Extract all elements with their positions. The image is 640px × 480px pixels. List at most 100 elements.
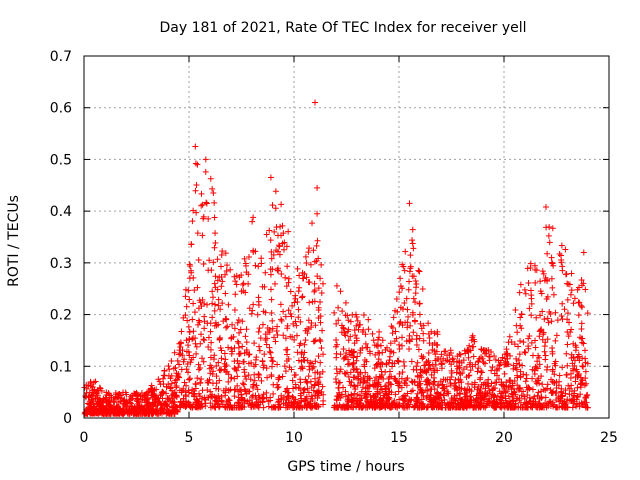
data-point [280, 332, 287, 339]
x-tick-labels: 0 5 10 15 20 25 [80, 430, 618, 446]
data-point [353, 335, 360, 342]
data-point [123, 406, 130, 413]
data-point [360, 379, 367, 386]
data-point [492, 379, 499, 386]
data-point [564, 341, 571, 348]
data-point [360, 311, 367, 318]
data-point [388, 389, 395, 396]
data-point [194, 230, 201, 237]
data-point [582, 368, 589, 375]
data-point [526, 333, 533, 340]
data-point [554, 404, 561, 411]
data-point [453, 363, 460, 370]
data-point [428, 371, 435, 378]
data-point [407, 322, 414, 329]
data-point [521, 393, 528, 400]
data-point [310, 247, 317, 254]
data-point [179, 347, 186, 354]
data-point [501, 361, 508, 368]
data-point [222, 389, 229, 396]
data-point [199, 355, 206, 362]
data-point [544, 250, 551, 257]
data-point [373, 361, 380, 368]
data-point [307, 261, 314, 268]
data-point [545, 232, 552, 239]
data-point [452, 383, 459, 390]
data-point [485, 376, 492, 383]
data-point [275, 265, 282, 272]
data-point [474, 386, 481, 393]
data-point [148, 382, 155, 389]
data-point [153, 386, 160, 393]
data-point [269, 202, 276, 209]
data-point [309, 403, 316, 410]
data-point [266, 227, 273, 234]
data-point [205, 267, 212, 274]
data-point [553, 378, 560, 385]
data-point [193, 182, 200, 189]
data-point [295, 403, 302, 410]
data-point [497, 393, 504, 400]
data-point [341, 370, 348, 377]
data-point [234, 382, 241, 389]
data-point [221, 403, 228, 410]
data-point [397, 275, 404, 282]
data-point [281, 394, 288, 401]
data-point [378, 368, 385, 375]
data-point [159, 408, 166, 415]
data-point [355, 400, 362, 407]
data-point [478, 346, 485, 353]
data-point [211, 244, 218, 251]
data-point [318, 290, 325, 297]
data-point [132, 391, 139, 398]
data-point [209, 288, 216, 295]
data-point [559, 316, 566, 323]
data-point [201, 325, 208, 332]
data-point [168, 357, 175, 364]
data-point [365, 400, 372, 407]
data-point [213, 397, 220, 404]
data-point [318, 261, 325, 268]
data-point [284, 263, 291, 270]
data-point [190, 274, 197, 281]
data-point [524, 265, 531, 272]
data-point [558, 312, 565, 319]
data-point [280, 246, 287, 253]
data-point [199, 387, 206, 394]
data-point [431, 330, 438, 337]
data-point [567, 291, 574, 298]
data-point [259, 283, 266, 290]
data-point [584, 404, 591, 411]
data-point [582, 401, 589, 408]
data-point [465, 354, 472, 361]
data-point [264, 374, 271, 381]
data-point [251, 340, 258, 347]
data-point [396, 346, 403, 353]
data-point [582, 355, 589, 362]
data-point [564, 396, 571, 403]
data-point [275, 396, 282, 403]
data-point [397, 304, 404, 311]
data-point [270, 404, 277, 411]
data-point [515, 357, 522, 364]
data-point [186, 329, 193, 336]
data-point [351, 374, 358, 381]
data-point [581, 347, 588, 354]
data-point [291, 336, 298, 343]
data-point [249, 218, 256, 225]
data-point [192, 143, 199, 150]
data-point [580, 249, 587, 256]
data-point [553, 332, 560, 339]
data-point [242, 373, 249, 380]
data-point [409, 237, 416, 244]
data-point [263, 231, 270, 238]
data-point [520, 388, 527, 395]
data-point [305, 326, 312, 333]
data-point [409, 387, 416, 394]
data-point [241, 369, 248, 376]
data-point [200, 261, 207, 268]
data-point [558, 259, 565, 266]
data-point [319, 368, 326, 375]
data-point [198, 375, 205, 382]
x-tick-label: 20 [495, 430, 513, 446]
